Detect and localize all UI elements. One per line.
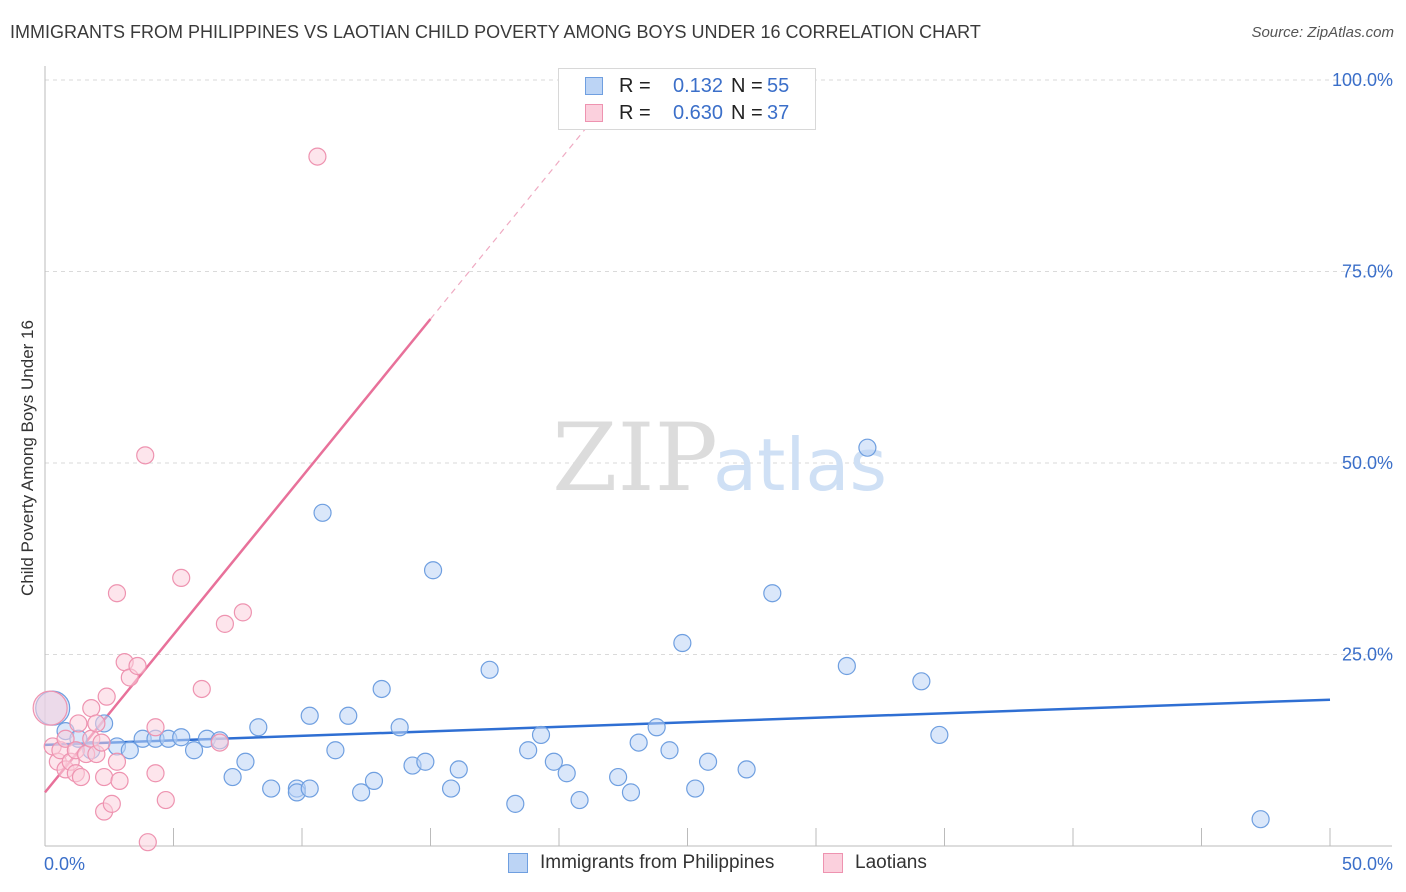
point-philippines xyxy=(570,790,589,810)
point-philippines xyxy=(300,706,319,725)
point-philippines xyxy=(120,741,139,760)
point-laotians xyxy=(138,833,157,852)
point-philippines xyxy=(423,561,443,580)
point-laotians xyxy=(136,446,155,465)
point-laotians xyxy=(192,679,211,699)
point-philippines xyxy=(326,741,345,760)
legend-n-value: 37 xyxy=(767,102,790,124)
legend-n-label: N = xyxy=(731,75,763,97)
trend-line-laotians xyxy=(44,318,432,794)
point-philippines xyxy=(449,760,468,779)
point-philippines xyxy=(441,779,461,798)
tick-labels: 25.0% 50.0% 75.0% 100.0% 0.0% 50.0% xyxy=(44,70,1393,874)
data-points xyxy=(32,147,1270,852)
point-philippines xyxy=(912,672,931,691)
point-laotians xyxy=(56,729,75,748)
y-tick-label: 100.0% xyxy=(1332,70,1393,90)
point-philippines xyxy=(544,752,563,771)
point-philippines xyxy=(629,733,648,752)
point-laotians xyxy=(82,699,101,718)
point-philippines xyxy=(364,771,384,790)
chart-title: IMMIGRANTS FROM PHILIPPINES VS LAOTIAN C… xyxy=(10,22,981,42)
legend-swatch-philippines xyxy=(585,77,603,95)
point-philippines xyxy=(837,656,856,676)
watermark-atlas: atlas xyxy=(713,423,887,507)
bottom-legend-label: Laotians xyxy=(855,852,927,873)
point-philippines xyxy=(737,760,756,779)
legend-n-label: N = xyxy=(731,102,763,124)
point-philippines xyxy=(531,725,551,745)
point-laotians xyxy=(146,718,165,737)
bottom-legend-swatch-laotians xyxy=(823,853,843,873)
point-laotians xyxy=(233,603,252,622)
point-philippines xyxy=(698,752,718,771)
point-philippines xyxy=(172,728,191,747)
point-laotians xyxy=(69,714,88,733)
point-laotians xyxy=(97,687,116,706)
stats-legend: R = 0.132 N = 55 R = 0.630 N = 37 xyxy=(558,68,816,130)
point-laotians xyxy=(92,733,111,752)
watermark-zip: ZIP xyxy=(552,404,718,513)
point-philippines xyxy=(416,752,435,771)
point-philippines xyxy=(372,679,391,699)
trend-line-philippines xyxy=(44,698,1331,747)
point-laotians xyxy=(32,690,68,726)
point-philippines xyxy=(660,741,679,760)
point-philippines xyxy=(236,752,255,771)
point-philippines xyxy=(519,741,538,760)
point-philippines xyxy=(352,783,371,802)
point-laotians xyxy=(215,614,234,633)
point-philippines xyxy=(390,718,409,737)
legend-r-label: R = xyxy=(619,75,651,97)
point-philippines xyxy=(480,660,499,679)
point-philippines xyxy=(223,767,242,787)
y-tick-label: 25.0% xyxy=(1342,645,1393,665)
point-laotians xyxy=(102,794,121,813)
point-philippines xyxy=(262,779,281,798)
point-laotians xyxy=(95,767,114,787)
y-tick-label: 75.0% xyxy=(1342,262,1393,282)
bottom-legend-label: Immigrants from Philippines xyxy=(540,852,775,873)
point-philippines xyxy=(184,741,204,760)
source-label: Source: ZipAtlas.com xyxy=(1251,24,1394,41)
point-philippines xyxy=(506,794,525,813)
watermark: ZIP atlas xyxy=(552,404,887,513)
point-laotians xyxy=(110,771,129,790)
point-philippines xyxy=(300,779,319,798)
point-philippines xyxy=(249,718,268,737)
legend-n-value: 55 xyxy=(767,75,790,97)
point-philippines xyxy=(339,706,358,725)
point-laotians xyxy=(210,733,229,752)
point-laotians xyxy=(87,714,106,733)
legend-r-value: 0.630 xyxy=(672,102,724,124)
bottom-legend-swatch-philippines xyxy=(508,853,528,873)
point-laotians xyxy=(146,764,165,783)
grid-lines xyxy=(45,79,1392,655)
point-philippines xyxy=(1251,810,1270,829)
point-philippines xyxy=(763,584,782,603)
point-philippines xyxy=(647,718,666,737)
point-laotians xyxy=(172,568,191,588)
point-laotians xyxy=(308,147,327,166)
point-laotians xyxy=(128,656,147,676)
legend-r-label: R = xyxy=(619,102,651,124)
point-philippines xyxy=(609,767,628,787)
point-philippines xyxy=(858,438,877,457)
legend-swatch-laotians xyxy=(585,104,603,122)
point-philippines xyxy=(621,783,641,802)
point-laotians xyxy=(71,767,91,787)
point-laotians xyxy=(156,790,175,810)
legend-r-value: 0.132 xyxy=(672,75,724,97)
y-tick-label: 50.0% xyxy=(1342,453,1393,473)
point-philippines xyxy=(313,503,332,522)
point-laotians xyxy=(107,752,127,771)
point-philippines xyxy=(930,725,949,745)
x-tick-label: 50.0% xyxy=(1342,854,1393,874)
x-tick-label: 0.0% xyxy=(44,854,85,874)
point-philippines xyxy=(673,633,692,653)
point-laotians xyxy=(107,584,127,603)
point-philippines xyxy=(557,764,576,783)
point-philippines xyxy=(686,779,705,798)
